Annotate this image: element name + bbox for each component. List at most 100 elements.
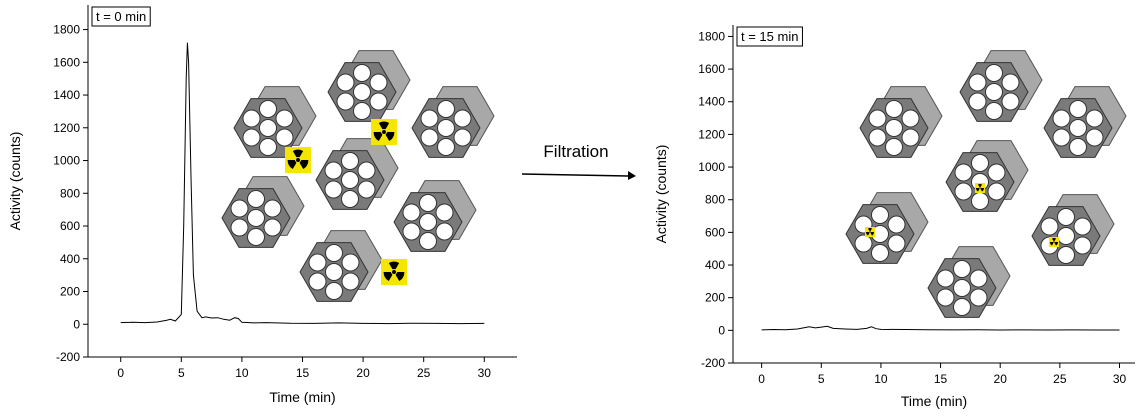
- pore: [341, 171, 359, 189]
- pore: [336, 73, 355, 92]
- pore: [341, 190, 359, 208]
- particle: [315, 138, 399, 210]
- radiation-blade: [868, 228, 872, 231]
- pore: [357, 180, 376, 199]
- pore: [885, 119, 903, 137]
- particle: [299, 230, 383, 302]
- radiation-blade: [980, 188, 984, 192]
- radiation-blade: [292, 149, 304, 158]
- radiation-blade: [373, 132, 383, 142]
- pore: [1057, 246, 1075, 264]
- radiation-center: [296, 158, 300, 162]
- radiation-blade: [395, 272, 405, 282]
- pore: [420, 109, 439, 128]
- pore: [971, 154, 989, 172]
- pore: [369, 92, 388, 111]
- x-axis-label: Time (min): [901, 393, 967, 409]
- particle: [927, 246, 1011, 318]
- radiation-symbol: [1049, 237, 1059, 247]
- pore: [1001, 73, 1020, 92]
- particle: [945, 140, 1029, 212]
- pore: [969, 269, 988, 288]
- radiation-blade: [976, 188, 980, 192]
- radiation-blade: [870, 232, 874, 236]
- x-tick-label: 25: [1053, 372, 1067, 386]
- x-tick-label: 15: [934, 372, 948, 386]
- pore: [357, 161, 376, 180]
- y-tick-label: 0: [718, 323, 725, 337]
- x-tick-label: 10: [235, 366, 249, 380]
- pore: [259, 119, 277, 137]
- pore: [1057, 227, 1075, 245]
- y-tick-label: 200: [705, 291, 725, 305]
- radiation-center: [979, 187, 981, 189]
- pore: [987, 182, 1006, 201]
- radiation-symbol: [381, 259, 407, 285]
- pore: [854, 234, 873, 253]
- pore: [1040, 217, 1059, 236]
- pore: [247, 209, 265, 227]
- particle: [845, 192, 929, 264]
- pore: [453, 128, 472, 147]
- particle: [393, 180, 477, 252]
- pore: [887, 215, 906, 234]
- y-tick-label: 400: [705, 258, 725, 272]
- pore: [887, 234, 906, 253]
- y-tick-label: 200: [60, 285, 80, 299]
- pore: [987, 163, 1006, 182]
- arrow-label: Filtration: [543, 142, 608, 161]
- pore: [453, 109, 472, 128]
- y-axis-label: Activity (counts): [653, 145, 669, 244]
- y-tick-label: 1600: [53, 55, 80, 69]
- radiation-blade: [287, 160, 297, 170]
- radiation-blade: [1050, 242, 1054, 246]
- pore: [954, 163, 973, 182]
- pore: [1069, 119, 1087, 137]
- radiation-symbol: [865, 227, 875, 237]
- pore: [971, 192, 989, 210]
- pore: [953, 260, 971, 278]
- pore: [353, 64, 371, 82]
- particle: [327, 50, 411, 122]
- x-tick-label: 25: [417, 366, 431, 380]
- pore: [1001, 92, 1020, 111]
- x-tick-label: 0: [758, 372, 765, 386]
- x-tick-label: 30: [1113, 372, 1127, 386]
- data-line: [761, 325, 1120, 331]
- x-tick-label: 30: [478, 366, 492, 380]
- pore: [435, 203, 454, 222]
- radiation-center: [382, 130, 386, 134]
- y-tick-label: 1000: [698, 160, 725, 174]
- y-tick-label: 1200: [698, 127, 725, 141]
- pore: [247, 228, 265, 246]
- pore: [275, 128, 294, 147]
- particle: [221, 176, 305, 248]
- pore: [230, 199, 249, 218]
- y-tick-label: -200: [56, 350, 80, 364]
- pore: [1069, 100, 1087, 118]
- pore: [885, 138, 903, 156]
- pore: [871, 244, 889, 262]
- y-tick-label: 800: [705, 193, 725, 207]
- pore: [936, 288, 955, 307]
- pore: [369, 73, 388, 92]
- y-tick-label: 1800: [53, 23, 80, 37]
- annotation: t = 15 min: [741, 29, 798, 44]
- pore: [968, 73, 987, 92]
- y-tick-label: 0: [73, 317, 80, 331]
- pore: [868, 109, 887, 128]
- pore: [325, 244, 343, 262]
- radiation-blade: [388, 261, 400, 270]
- pore: [953, 298, 971, 316]
- particle: [233, 86, 317, 158]
- pore: [985, 102, 1003, 120]
- pore: [420, 128, 439, 147]
- x-tick-label: 20: [994, 372, 1008, 386]
- pore: [969, 288, 988, 307]
- pore: [230, 218, 249, 237]
- x-tick-label: 5: [818, 372, 825, 386]
- pore: [263, 218, 282, 237]
- pore: [901, 109, 920, 128]
- radiation-symbol: [285, 147, 311, 173]
- particle: [859, 86, 943, 158]
